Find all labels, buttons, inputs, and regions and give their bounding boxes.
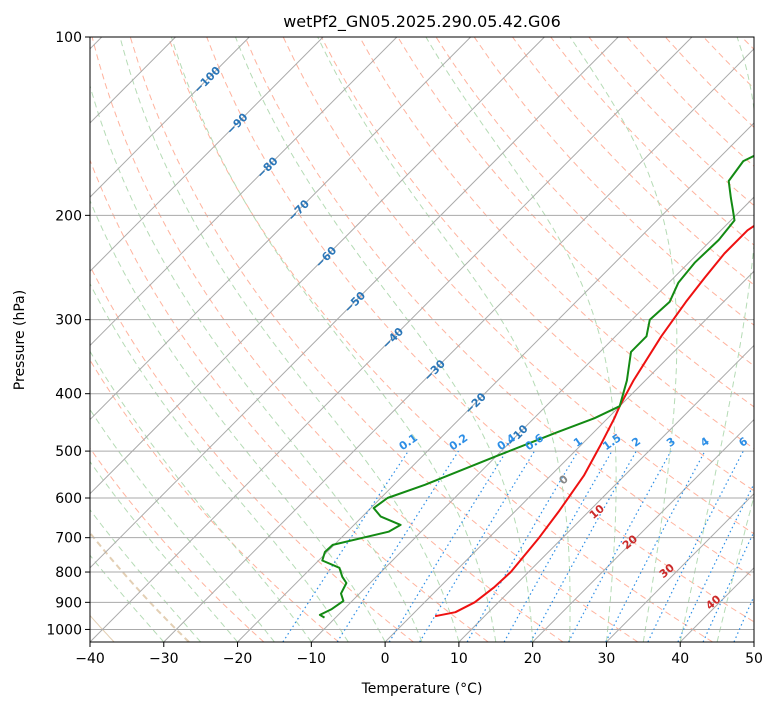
chart-title: wetPf2_GN05.2025.290.05.42.G06	[283, 12, 561, 32]
isotherm	[90, 37, 471, 421]
mixing-ratio-line	[677, 482, 754, 642]
moist-adiabat	[90, 554, 165, 642]
y-tick-label: 200	[55, 208, 82, 224]
y-tick-label: 500	[55, 444, 82, 460]
isotherm	[163, 48, 754, 642]
isotherm	[90, 37, 398, 347]
mixing-ratio-line	[336, 450, 460, 642]
isotherm	[90, 37, 545, 495]
dry-adiabat	[91, 37, 564, 642]
moist-adiabat	[90, 282, 349, 642]
moist-adiabat	[90, 199, 386, 642]
y-tick-label: 1000	[46, 622, 82, 638]
x-axis-label: Temperature (°C)	[361, 681, 483, 697]
dry-adiabat	[206, 37, 754, 623]
x-tick-label: 40	[671, 651, 689, 667]
dewpoint-line	[318, 154, 754, 619]
y-tick-label: 100	[55, 30, 82, 46]
moist-adiabat	[716, 494, 754, 642]
moist-adiabat	[90, 408, 275, 642]
mixing-ratio-line	[568, 450, 672, 642]
y-tick-label: 300	[55, 313, 82, 329]
moist-adiabat	[90, 508, 202, 642]
mixing-ratio-line	[702, 530, 754, 642]
y-tick-label: 400	[55, 387, 82, 403]
dry-adiabat	[90, 264, 414, 642]
isotherm	[90, 37, 693, 642]
moist-adiabat	[569, 37, 678, 642]
moist-adiabat	[119, 37, 460, 642]
mixing-ratio-line	[466, 450, 579, 642]
moist-adiabat	[90, 84, 423, 642]
isotherm	[384, 270, 754, 642]
mixing-ratio-line	[647, 450, 744, 642]
isotherm	[310, 196, 754, 642]
dry-adiabat	[435, 37, 754, 367]
x-tick-label: 0	[381, 651, 390, 667]
moist-adiabat	[170, 37, 497, 642]
axes: −40 −30 −20 −10 0 10 20 30 40 50 100 200 300 400 500 60…	[46, 30, 763, 667]
y-tick-label: 900	[55, 595, 82, 611]
y-tick-label: 700	[55, 531, 82, 547]
mixing-ratio-line	[419, 450, 536, 642]
dry-adiabat	[359, 37, 754, 450]
mixing-ratio-line	[388, 450, 507, 642]
moist-adiabat	[90, 460, 238, 642]
data-series	[318, 154, 754, 619]
isotherm	[90, 37, 619, 569]
dry-adiabat	[512, 37, 754, 286]
dry-adiabat	[129, 37, 639, 642]
isotherm	[606, 492, 754, 642]
isotherm	[532, 418, 754, 642]
mixing-ratio-line	[282, 450, 409, 642]
dry-adiabat	[90, 447, 265, 642]
x-tick-label: 20	[524, 651, 542, 667]
dry-adiabat	[397, 37, 754, 408]
x-tick-label: −10	[297, 651, 327, 667]
dry-adiabat	[244, 37, 754, 578]
dry-adiabat	[320, 37, 754, 492]
x-tick-label: 30	[598, 651, 616, 667]
moist-adiabat	[679, 37, 754, 642]
isotherm	[90, 37, 324, 272]
dry-adiabat	[90, 359, 339, 642]
x-tick-label: 50	[745, 651, 763, 667]
dry-adiabat	[473, 37, 754, 326]
moist-adiabat	[317, 37, 571, 642]
dry-adiabat	[168, 37, 713, 642]
x-tick-label: −20	[223, 651, 253, 667]
x-tick-label: 10	[450, 651, 468, 667]
y-axis-label: Pressure (hPa)	[12, 290, 28, 390]
y-tick-label: 600	[55, 491, 82, 507]
x-tick-label: −30	[149, 651, 179, 667]
y-tick-label: 800	[55, 565, 82, 581]
x-tick-label: −40	[75, 651, 105, 667]
isotherm	[90, 37, 250, 198]
temperature-line	[434, 224, 754, 618]
isotherm	[237, 122, 754, 642]
moist-adiabat	[235, 37, 534, 642]
background-lines	[90, 37, 754, 642]
plot-frame	[89, 36, 755, 643]
isotherm	[458, 344, 754, 642]
